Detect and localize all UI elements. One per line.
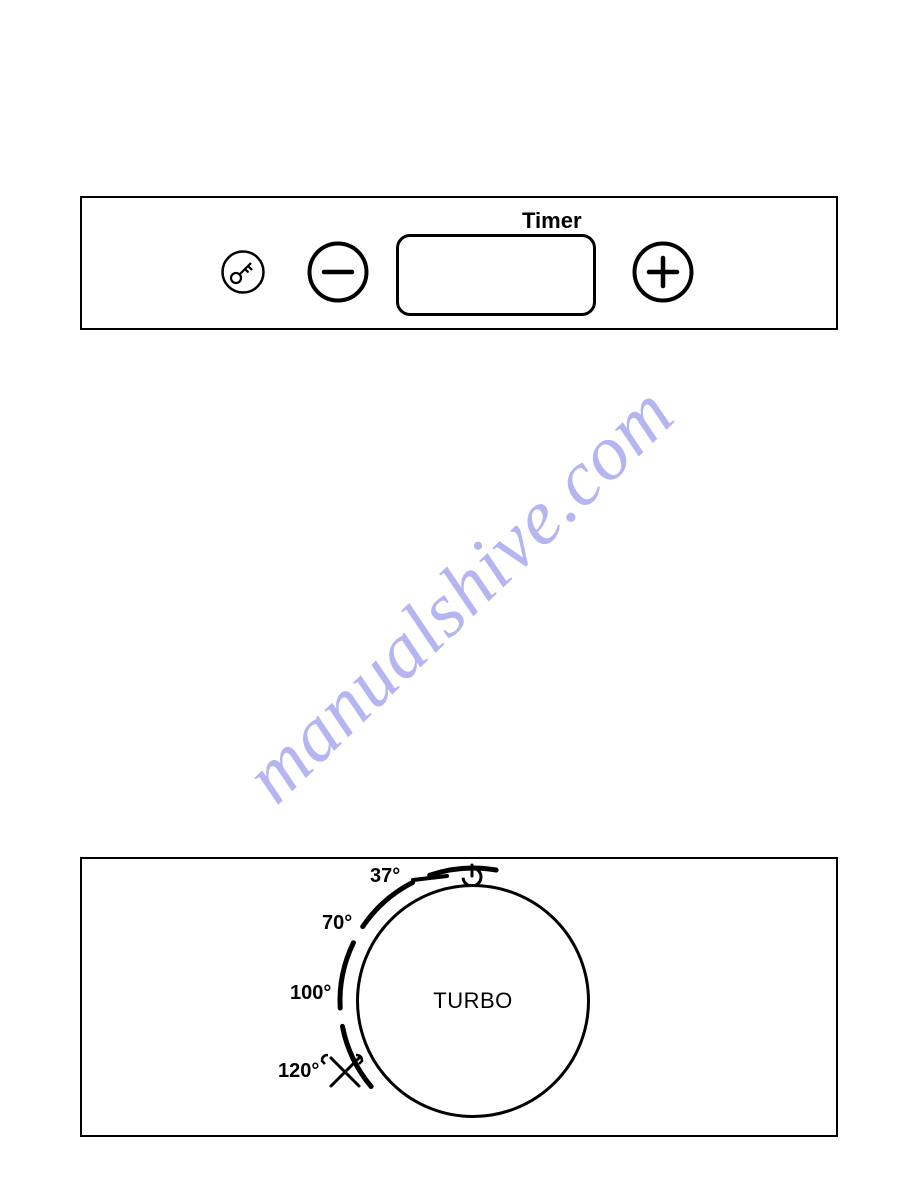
temp-label-120: 120° <box>278 1060 319 1083</box>
temperature-dial[interactable]: TURBO <box>356 884 590 1118</box>
fry-icon <box>322 1055 362 1086</box>
temp-label-100: 100° <box>290 982 331 1005</box>
scale-tick-line <box>413 876 447 880</box>
temp-label-37: 37° <box>370 865 400 888</box>
dial-center-label: TURBO <box>433 988 513 1014</box>
temp-label-70: 70° <box>322 912 352 935</box>
